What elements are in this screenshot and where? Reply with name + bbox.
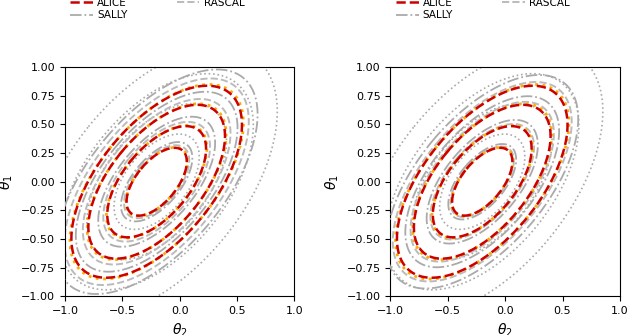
X-axis label: $\theta_2$: $\theta_2$ <box>172 322 188 335</box>
Y-axis label: $\theta_1$: $\theta_1$ <box>324 174 341 190</box>
Y-axis label: $\theta_1$: $\theta_1$ <box>0 174 15 190</box>
X-axis label: $\theta_2$: $\theta_2$ <box>497 322 513 335</box>
Legend: 2D histogram, ALICE, SALLY, ALICES, RASCAL: 2D histogram, ALICE, SALLY, ALICES, RASC… <box>396 0 570 20</box>
Legend: 2D histogram, ALICE, SALLY, ALICES, RASCAL: 2D histogram, ALICE, SALLY, ALICES, RASC… <box>70 0 244 20</box>
